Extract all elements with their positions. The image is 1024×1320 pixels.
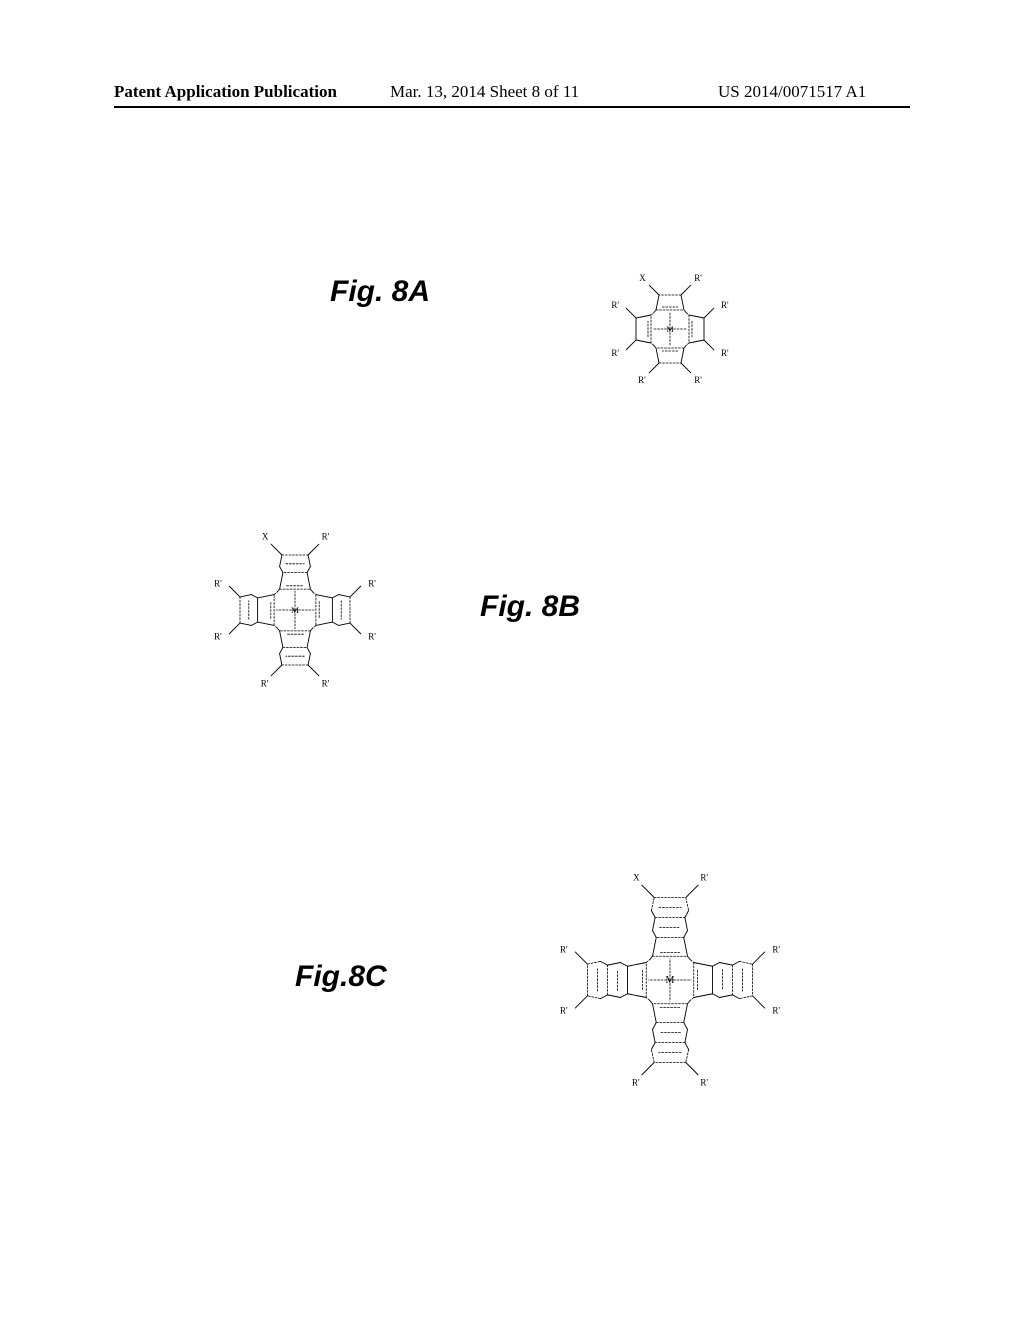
svg-text:R': R' bbox=[700, 873, 708, 883]
header-left: Patent Application Publication bbox=[114, 82, 337, 102]
svg-text:R': R' bbox=[694, 273, 702, 283]
header-rule bbox=[114, 106, 910, 108]
svg-text:X: X bbox=[262, 532, 269, 542]
svg-text:R': R' bbox=[322, 532, 330, 542]
svg-text:R': R' bbox=[368, 578, 376, 588]
svg-text:R': R' bbox=[632, 1077, 640, 1087]
figure-8b-label: Fig. 8B bbox=[480, 590, 580, 624]
svg-text:R': R' bbox=[261, 678, 269, 688]
svg-text:R': R' bbox=[611, 348, 619, 358]
svg-text:R': R' bbox=[560, 945, 568, 955]
svg-text:X: X bbox=[639, 273, 646, 283]
svg-text:R': R' bbox=[694, 375, 702, 385]
svg-text:R': R' bbox=[721, 348, 729, 358]
svg-text:R': R' bbox=[214, 632, 222, 642]
header-center: Mar. 13, 2014 Sheet 8 of 11 bbox=[390, 82, 579, 102]
svg-text:R': R' bbox=[772, 945, 780, 955]
svg-text:R': R' bbox=[721, 300, 729, 310]
figure-8a-label: Fig. 8A bbox=[330, 275, 430, 309]
svg-text:R': R' bbox=[611, 300, 619, 310]
svg-text:R': R' bbox=[772, 1005, 780, 1015]
svg-text:R': R' bbox=[700, 1077, 708, 1087]
svg-text:R': R' bbox=[638, 375, 646, 385]
svg-text:R': R' bbox=[560, 1005, 568, 1015]
svg-text:R': R' bbox=[322, 678, 330, 688]
page: Patent Application Publication Mar. 13, … bbox=[0, 0, 1024, 1320]
svg-text:R': R' bbox=[368, 632, 376, 642]
molecule-8c: MXR'R'R'R'R'R'R' bbox=[450, 770, 890, 1190]
figure-8c-label: Fig.8C bbox=[295, 960, 387, 994]
svg-text:X: X bbox=[633, 873, 640, 883]
molecule-8a: MXR'R'R'R'R'R'R' bbox=[555, 220, 785, 438]
header-right: US 2014/0071517 A1 bbox=[718, 82, 866, 102]
svg-text:R': R' bbox=[214, 578, 222, 588]
molecule-8b: MXR'R'R'R'R'R'R' bbox=[140, 460, 450, 760]
